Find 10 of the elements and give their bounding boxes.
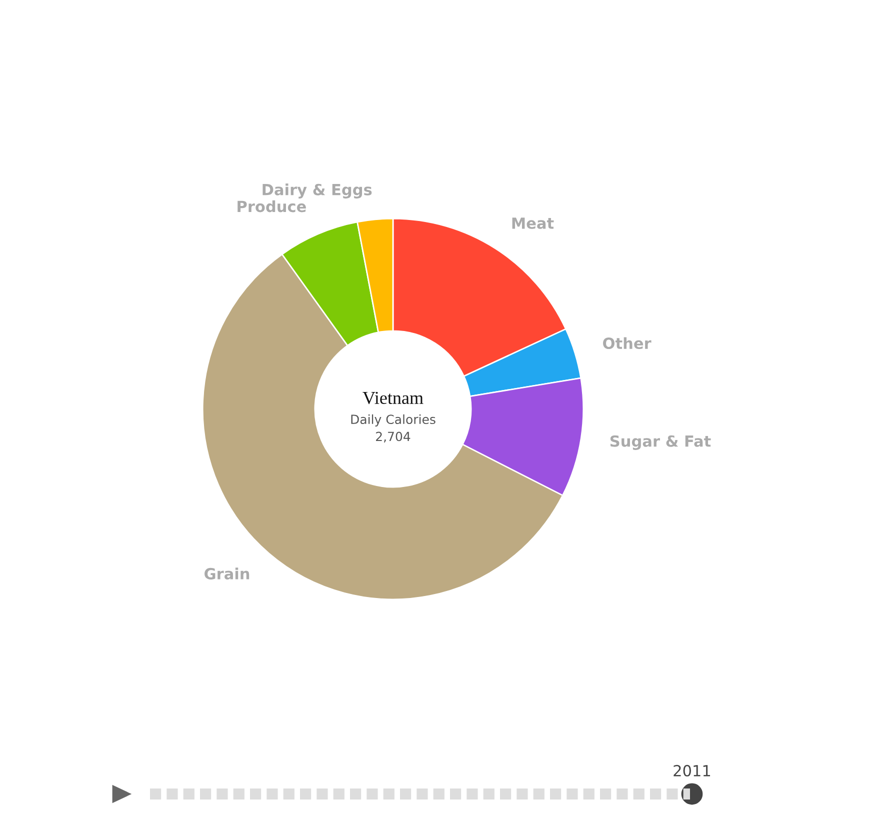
slice-label: Produce <box>238 200 306 212</box>
slice-label: Other <box>603 337 652 350</box>
text: Daily Calories <box>351 414 436 426</box>
text: Vietnam <box>362 392 424 404</box>
text: 2011 <box>674 764 710 776</box>
slice-label: Sugar & Fat <box>610 435 711 450</box>
text: 2,704 <box>376 432 410 442</box>
slice-label: Meat <box>512 218 554 229</box>
slice-label: Grain <box>204 568 250 580</box>
slice-label: Dairy & Eggs <box>262 184 372 198</box>
